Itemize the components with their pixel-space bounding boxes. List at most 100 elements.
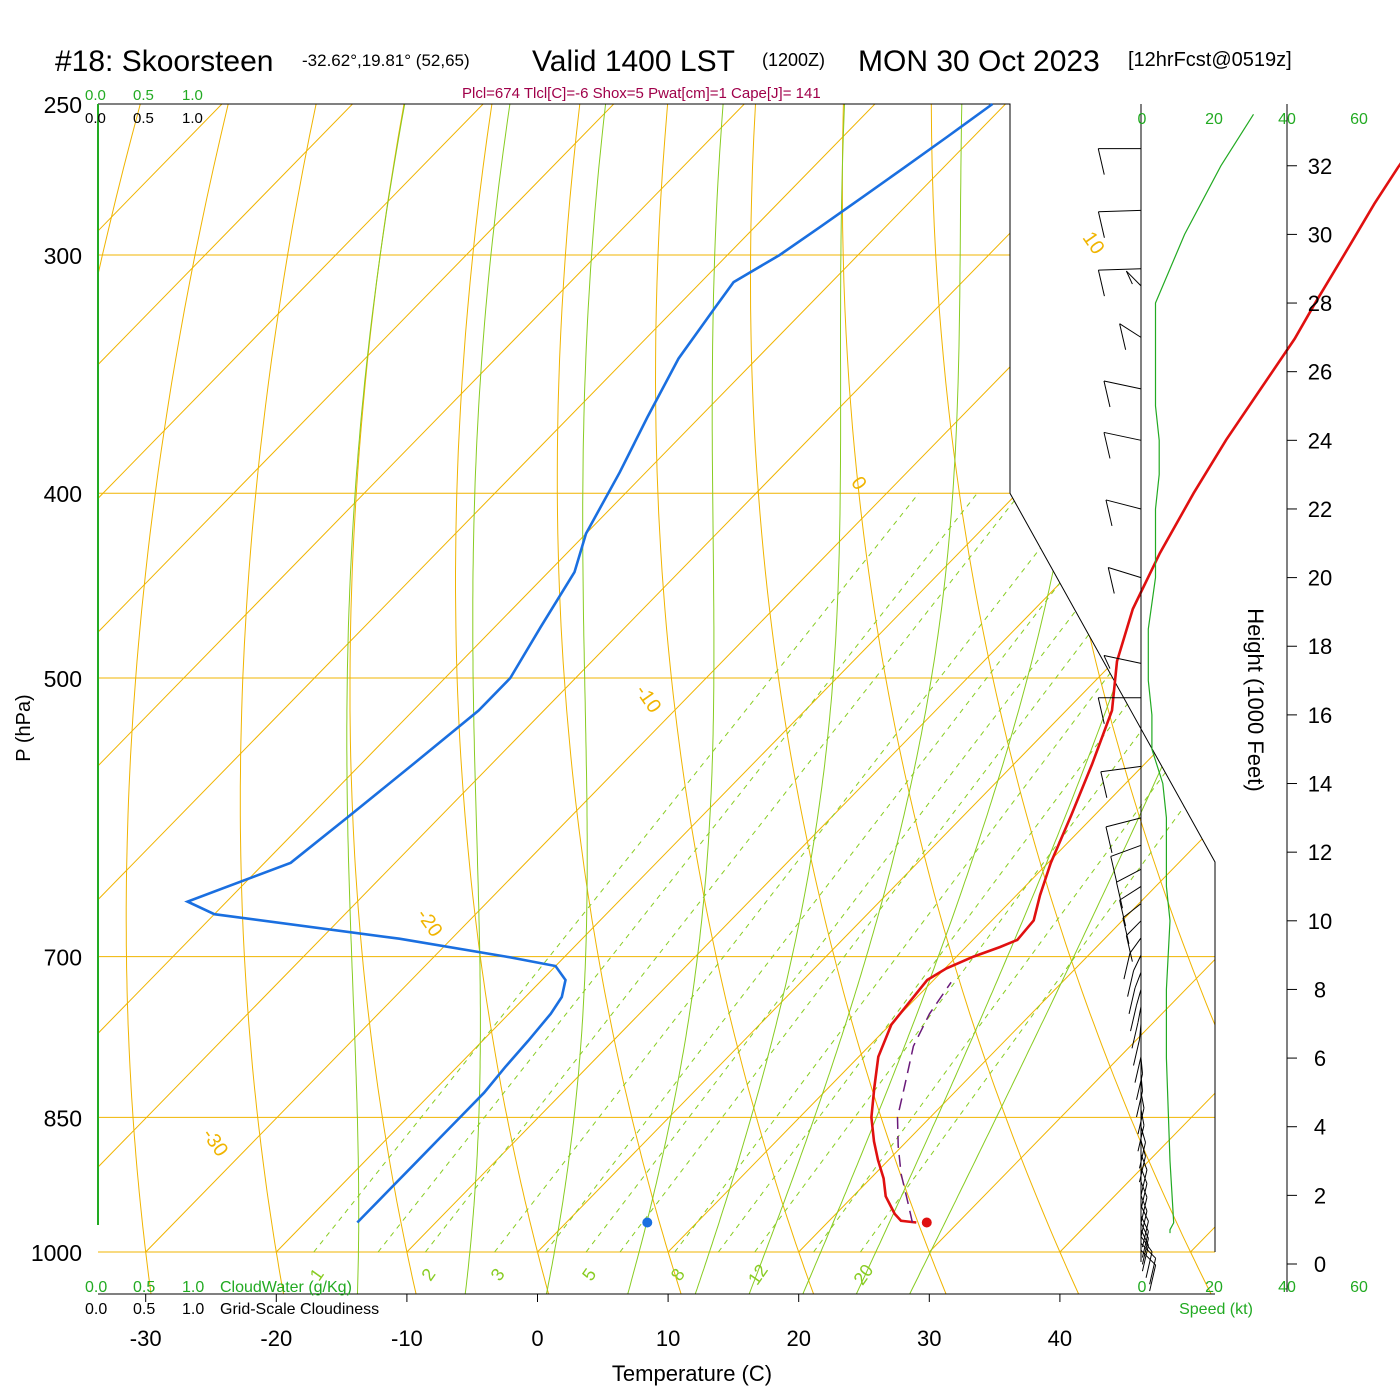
dry-adiabat-line (1349, 0, 1400, 1331)
speed-bottom-tick-0: 0 (1138, 1279, 1147, 1296)
wind-barb (1125, 270, 1142, 287)
cloud-top-green-0: 0.0 (85, 87, 106, 104)
temperature-surface-marker (921, 1217, 932, 1228)
isotherm-line (537, 104, 1215, 1253)
moist-adiabat-line (786, 104, 1100, 1294)
wind-barb (1131, 1006, 1142, 1049)
wind-barb (1128, 972, 1142, 1014)
moist-adiabat-line (890, 104, 1215, 1294)
mixing-ratio-line (377, 492, 978, 1253)
cloud-top-black-0: 0.0 (85, 110, 106, 127)
x-tick-label: 30 (917, 1326, 941, 1351)
pressure-tick-label: 1000 (31, 1240, 82, 1266)
isotherm-label: 10 (1078, 228, 1109, 259)
isotherm-line (798, 104, 1215, 1253)
isotherm-line (1059, 104, 1215, 1253)
dry-adiabat-line (841, 104, 1097, 1294)
axes (97, 103, 1216, 1302)
height-tick-label: 18 (1308, 634, 1332, 659)
speed-label: Speed (kt) (1179, 1301, 1253, 1318)
cloud-bottom-green-2: 1.0 (182, 1279, 204, 1296)
moist-adiabat-line (346, 104, 406, 1294)
isotherm-line (98, 104, 636, 1253)
pressure-tick-label: 500 (44, 666, 82, 692)
speed-bottom-tick-3: 60 (1350, 1279, 1368, 1296)
isotherm-label: -10 (631, 681, 666, 717)
speed-top-tick-3: 60 (1350, 111, 1368, 128)
mixing-ratio-label: 5 (578, 1265, 600, 1285)
dewpoint-profile-line (184, 102, 994, 1224)
isotherm-line (98, 104, 1215, 1253)
wind-barb (1100, 765, 1142, 798)
dry-adiabat-line (98, 104, 195, 1294)
cloud-top-black-1: 0.5 (133, 110, 154, 127)
wind-barb (1140, 1205, 1149, 1248)
zulu-time: (1200Z) (762, 50, 825, 70)
forecast-label: [12hrFcst@0519z] (1128, 49, 1292, 71)
cloud-bottom-green-0: 0.0 (85, 1279, 107, 1296)
isotherm-line (98, 104, 1028, 1253)
isotherm-line (98, 104, 1215, 1253)
isotherm-line (98, 104, 1215, 1253)
isotherm-line (98, 104, 1158, 1253)
wind-barb (1105, 499, 1142, 527)
isotherm-label: -20 (412, 905, 447, 941)
wind-barb (1097, 268, 1142, 297)
pressure-tick-label: 300 (44, 243, 82, 269)
mixing-ratio-label: 2 (417, 1265, 439, 1285)
wind-speed-line (1147, 113, 1255, 1234)
dry-adiabat-line (1017, 104, 1215, 1294)
height-tick-label: 14 (1308, 772, 1332, 797)
height-tick-label: 12 (1308, 840, 1332, 865)
cloud-bottom-black-0: 0.0 (85, 1301, 107, 1318)
chart-labels: 1 2 3 5 8 12 20-30 -20 -10 0 10 20 30 402503004005007… (31, 92, 1109, 1351)
pressure-tick-label: 400 (44, 481, 82, 507)
dry-adiabat-line (125, 104, 278, 1294)
height-tick-label: 30 (1308, 222, 1332, 247)
height-tick-label: 0 (1314, 1252, 1326, 1277)
dry-adiabat-line (349, 104, 443, 1294)
wind-barb (1122, 903, 1142, 945)
moist-adiabat-line (538, 104, 607, 1294)
pressure-tick-label: 850 (44, 1105, 82, 1131)
dewpoint-surface-marker (642, 1217, 653, 1228)
profile-series (184, 102, 1400, 1228)
dry-adiabat-line (455, 104, 560, 1294)
height-tick-label: 8 (1314, 977, 1326, 1002)
speed-top-tick-1: 20 (1205, 111, 1223, 128)
cloud-bottom-black-2: 1.0 (182, 1301, 204, 1318)
isotherm-line (98, 104, 375, 1253)
mixing-ratio-line (674, 492, 1215, 1253)
mixing-ratio-line (754, 492, 1215, 1253)
temperature-profile-line (870, 162, 1400, 1224)
wind-barb (1137, 1109, 1145, 1152)
height-tick-label: 32 (1308, 154, 1332, 179)
speed-bottom-tick-1: 20 (1205, 1279, 1223, 1296)
isotherm-line (98, 104, 897, 1253)
isotherm-line (1190, 104, 1215, 1253)
dry-adiabat-line (1183, 104, 1215, 1294)
wind-barb (1138, 1126, 1146, 1169)
mixing-ratio-line (813, 492, 1215, 1253)
wind-barb (1140, 1236, 1153, 1278)
wind-barb (1115, 868, 1142, 909)
wind-barb (1133, 1023, 1142, 1066)
wind-barb (1140, 1195, 1148, 1238)
dry-adiabat-line (654, 104, 828, 1294)
mixing-ratio-label: 12 (744, 1261, 772, 1289)
wind-barb (1103, 380, 1142, 408)
wind-barb (1105, 817, 1142, 853)
valid-time: Valid 1400 LST (532, 45, 735, 78)
plot-frame (98, 103, 1216, 1252)
isotherm-line (98, 104, 244, 1253)
pressure-tick-label: 250 (44, 92, 82, 118)
height-tick-label: 6 (1314, 1046, 1326, 1071)
wind-barb (1097, 697, 1141, 724)
wind-barb (1140, 1181, 1148, 1224)
height-tick-label: 10 (1308, 909, 1332, 934)
wind-barb (1134, 1040, 1142, 1083)
mixing-ratio-label: 8 (667, 1265, 689, 1285)
wind-barb (1123, 937, 1142, 980)
wind-barb (1119, 323, 1142, 350)
